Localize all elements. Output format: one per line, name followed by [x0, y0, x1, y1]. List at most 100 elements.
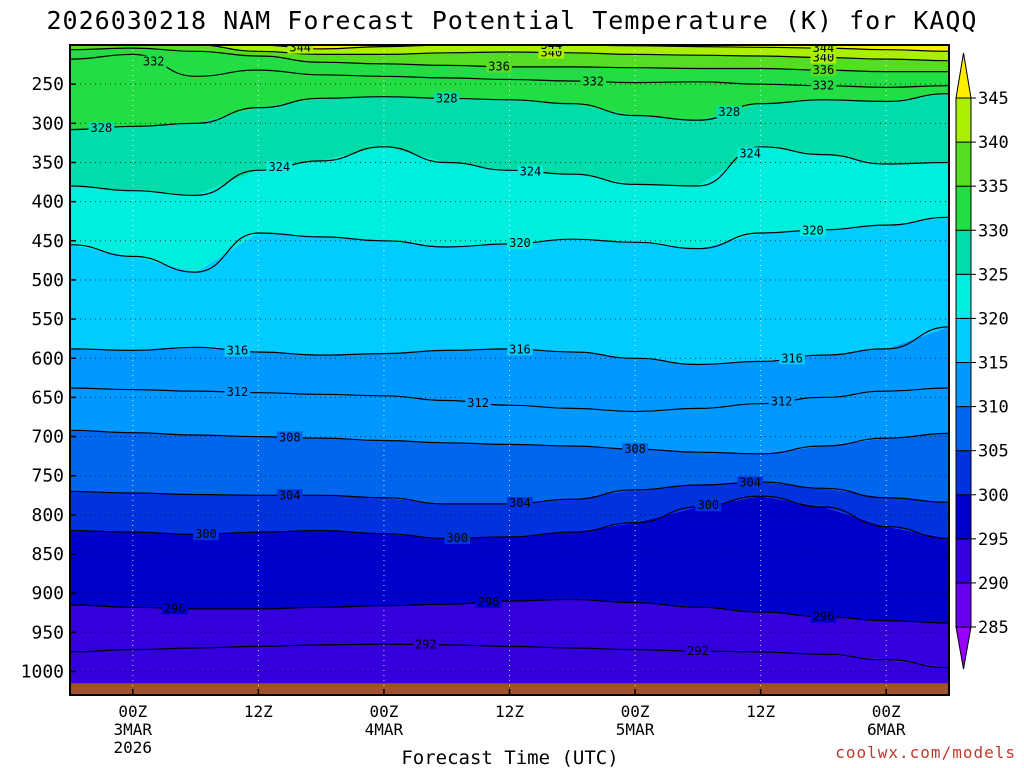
- contour-label-bg: [580, 75, 607, 88]
- contour-label-336: 336: [486, 60, 512, 74]
- y-tick-label: 450: [31, 231, 64, 252]
- y-tick-label: 600: [31, 348, 64, 369]
- contour-label-308: 308: [622, 442, 648, 456]
- contour-label-292: 292: [685, 644, 711, 658]
- y-tick-label: 300: [31, 113, 64, 134]
- contour-label-text: 308: [279, 430, 301, 444]
- contour-label-304: 304: [276, 488, 303, 502]
- x-axis-label: Forecast Time (UTC): [401, 747, 618, 768]
- contour-label-300: 300: [695, 498, 722, 512]
- contour-label-text: 304: [509, 496, 531, 510]
- contour-label-332: 332: [140, 55, 167, 69]
- x-tick-label: 00Z: [369, 702, 398, 721]
- credit-text: coolwx.com/models: [835, 743, 1016, 762]
- y-tick-label: 550: [31, 309, 64, 330]
- colorbar-segment: [955, 450, 972, 496]
- contour-label-text: 316: [509, 342, 531, 356]
- contour-label-324: 324: [737, 146, 764, 160]
- contour-label-bg: [287, 45, 314, 54]
- y-tick-label: 500: [31, 270, 64, 291]
- contour-label-332: 332: [810, 79, 837, 93]
- isentrope-312: [70, 387, 949, 413]
- contour-label-324: 324: [266, 160, 293, 174]
- contour-label-bg: [465, 396, 491, 409]
- contour-band-338: [70, 45, 949, 72]
- contour-label-bg: [507, 343, 533, 356]
- contour-label-text: 324: [520, 165, 542, 179]
- contour-label-bg: [224, 386, 251, 399]
- contour-label-text: 320: [802, 223, 824, 237]
- contour-label-bg: [810, 45, 837, 55]
- x-tick-label: 2026: [114, 738, 153, 757]
- colorbar-segment: [955, 362, 972, 408]
- contour-label-bg: [224, 344, 251, 357]
- contour-label-bg: [266, 161, 293, 174]
- contour-label-bg: [737, 147, 764, 160]
- colorbar-label: 295: [978, 530, 1009, 550]
- colorbar-label: 285: [978, 618, 1009, 638]
- contour-label-bg: [276, 431, 303, 444]
- contour-label-296: 296: [161, 601, 188, 615]
- y-tick-label: 400: [31, 192, 64, 213]
- contour-labels: 292 292 296 296 296 300 300 300 304 304 304 308 308 3…: [88, 38, 837, 658]
- contour-label-bg: [779, 352, 805, 365]
- isentrope-308: [70, 429, 949, 455]
- y-tick-label: 350: [31, 152, 64, 173]
- contour-label-text: 344: [541, 38, 563, 52]
- colorbar-label: 290: [978, 574, 1009, 594]
- contour-label-300: 300: [193, 527, 219, 541]
- contour-label-bg: [695, 499, 722, 512]
- contour-label-text: 320: [509, 236, 531, 250]
- contour-label-bg: [507, 237, 533, 250]
- colorbar-label: 335: [978, 177, 1009, 197]
- colorbar-label: 320: [978, 309, 1009, 329]
- colorbar-segment: [955, 97, 972, 143]
- contour-label-text: 296: [164, 601, 186, 615]
- x-tick-label: 6MAR: [867, 720, 906, 739]
- contour-label-304: 304: [737, 476, 764, 490]
- contour-label-316: 316: [507, 342, 533, 356]
- colorbar-bottom-arrow: [955, 626, 972, 670]
- contour-label-bg: [161, 602, 188, 615]
- contour-label-text: 304: [739, 476, 761, 490]
- y-tick-label: 1000: [21, 662, 64, 683]
- contour-label-296: 296: [475, 595, 502, 609]
- contour-label-text: 312: [227, 385, 249, 399]
- contour-label-text: 328: [436, 91, 458, 105]
- y-tick-label: 750: [31, 466, 64, 487]
- contour-band-294: [70, 599, 949, 668]
- contour-label-bg: [140, 55, 167, 68]
- colorbar-segment: [955, 538, 972, 584]
- isentrope-296: [70, 598, 949, 624]
- colorbar-segment: [955, 141, 972, 187]
- contour-label-344: 344: [538, 38, 565, 52]
- contour-label-312: 312: [224, 385, 251, 399]
- contour-label-text: 304: [279, 488, 301, 502]
- x-tick-label: 00Z: [872, 702, 901, 721]
- contour-label-bg: [800, 224, 826, 237]
- contour-label-text: 336: [813, 63, 835, 77]
- x-tick-label: 12Z: [244, 702, 273, 721]
- contour-label-text: 300: [697, 498, 719, 512]
- colorbar-segment: [955, 582, 972, 628]
- y-tick-label: 900: [31, 583, 64, 604]
- isentrope-324: [70, 146, 949, 197]
- colorbar-label: 305: [978, 442, 1009, 462]
- contour-label-bg: [193, 528, 219, 541]
- contour-label-328: 328: [433, 91, 460, 105]
- contour-label-312: 312: [465, 396, 491, 410]
- contour-label-text: 300: [195, 527, 217, 541]
- x-tick-label: 4MAR: [365, 720, 404, 739]
- contour-label-text: 308: [624, 442, 646, 456]
- contour-label-bg: [412, 638, 439, 651]
- contour-label-304: 304: [507, 496, 533, 510]
- contour-label-328: 328: [716, 105, 743, 119]
- isentrope-332: [70, 53, 949, 88]
- contour-label-300: 300: [444, 531, 471, 545]
- contour-label-text: 292: [687, 644, 709, 658]
- contour-label-text: 324: [268, 160, 290, 174]
- x-tick-label: 12Z: [495, 702, 524, 721]
- colorbar-segment: [955, 273, 972, 319]
